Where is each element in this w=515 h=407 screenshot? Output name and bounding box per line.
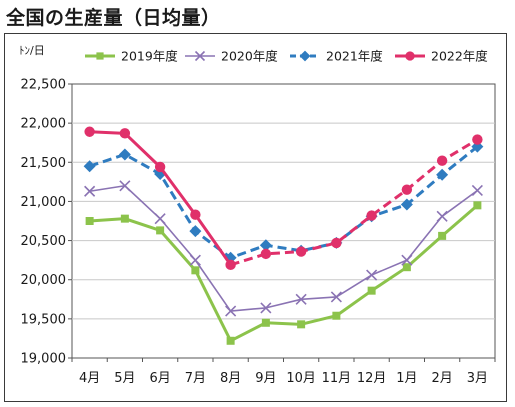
legend-marker [194, 50, 206, 62]
data-point [260, 302, 272, 314]
y-tick-label: 21,500 [21, 156, 67, 171]
data-point [297, 320, 306, 329]
data-point [83, 160, 96, 173]
legend-item: 2022年度 [395, 49, 488, 64]
series-line-solid [89, 130, 232, 266]
axis-layer: 19,000 19,500 20,000 20,500 21,000 21,500 22,0… [19, 44, 496, 386]
data-point [156, 226, 165, 235]
x-tick-label: 6月 [149, 371, 170, 386]
data-point [473, 201, 482, 210]
x-tick-label: 4月 [79, 371, 100, 386]
series-2022年度 [84, 126, 483, 271]
series-layer [83, 126, 484, 345]
legend-marker [405, 51, 415, 61]
x-tick-label: 10月 [286, 371, 316, 386]
data-point [401, 254, 413, 266]
series-2019年度 [85, 201, 482, 345]
data-point [366, 210, 377, 221]
data-point [84, 185, 96, 197]
data-point [471, 184, 483, 197]
legend-marker [299, 50, 311, 62]
data-point [119, 128, 131, 139]
data-point [154, 161, 166, 173]
y-tick-label: 19,500 [21, 312, 67, 327]
series-line-solid [89, 184, 478, 312]
data-point [295, 293, 307, 305]
data-point [260, 248, 272, 260]
data-point [226, 336, 235, 345]
data-point [191, 266, 200, 275]
legend-layer: 2019年度 2020年度 2021年度 2022年度 [85, 49, 488, 64]
y-tick-label: 19,000 [21, 352, 67, 367]
data-point [261, 318, 270, 327]
x-tick-label: 11月 [322, 371, 352, 386]
data-point [401, 184, 413, 195]
y-tick-label: 20,000 [21, 273, 67, 288]
legend-item: 2019年度 [85, 49, 178, 64]
data-point [190, 209, 201, 220]
x-tick-label: 8月 [220, 371, 241, 386]
data-point [436, 210, 448, 222]
x-tick-label: 2月 [431, 371, 452, 386]
data-point [85, 217, 94, 225]
data-point [189, 254, 201, 266]
data-point [331, 237, 342, 249]
x-tick-label: 1月 [396, 371, 417, 386]
data-point [472, 134, 483, 145]
y-tick-label: 22,500 [21, 78, 67, 93]
line-chart: 19,000 19,500 20,000 20,500 21,000 21,500 22,0… [19, 44, 496, 386]
series-line-dashed [89, 145, 479, 260]
data-point [154, 213, 166, 225]
series-line-solid [89, 204, 479, 343]
x-tick-label: 3月 [467, 371, 488, 386]
data-point [259, 239, 272, 252]
chart-title: 全国の生産量（日均量） [6, 7, 221, 29]
data-point [225, 305, 237, 317]
y-tick-label: 22,000 [21, 117, 67, 132]
series-2020年度 [84, 180, 483, 317]
y-tick-label: 20,500 [21, 234, 67, 249]
data-point [332, 311, 341, 320]
legend-label: 2020年度 [221, 49, 278, 64]
data-point [436, 155, 448, 166]
data-point [330, 291, 342, 303]
y-tick-label: 21,000 [21, 195, 67, 210]
data-point [295, 246, 307, 257]
x-tick-label: 5月 [114, 371, 135, 386]
data-point [119, 180, 131, 192]
chart-frame: 19,000 19,500 20,000 20,500 21,000 21,500 22,0… [4, 33, 507, 402]
data-point [367, 286, 376, 295]
data-point [402, 263, 411, 272]
legend-label: 2022年度 [431, 49, 488, 64]
data-point [366, 269, 378, 281]
data-point [120, 214, 129, 223]
legend-label: 2019年度 [121, 49, 178, 64]
data-point [189, 225, 202, 238]
x-tick-label: 7月 [185, 371, 206, 386]
legend-label: 2021年度 [326, 49, 383, 64]
data-point [436, 168, 449, 181]
x-tick-label: 12月 [357, 371, 387, 386]
legend-marker [96, 52, 104, 60]
legend-item: 2020年度 [185, 49, 278, 64]
data-point [118, 148, 131, 161]
legend-item: 2021年度 [290, 49, 383, 64]
data-point [400, 198, 413, 211]
data-point [84, 126, 95, 137]
series-line-dashed [230, 138, 479, 267]
data-point [225, 259, 236, 271]
x-tick-label: 9月 [255, 371, 276, 386]
data-point [438, 231, 447, 240]
y-axis-unit: ﾄﾝ/日 [19, 44, 45, 57]
